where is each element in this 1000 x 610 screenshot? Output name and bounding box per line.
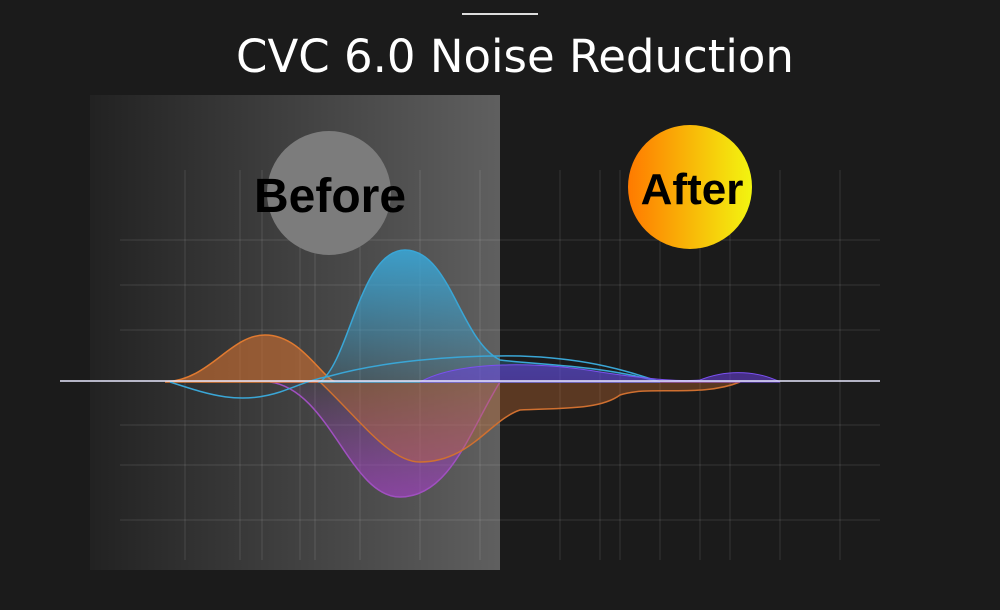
waves bbox=[164, 249, 781, 498]
title: CVC 6.0 Noise Reduction bbox=[236, 30, 794, 83]
after-badge bbox=[628, 125, 752, 249]
after-label: After bbox=[641, 165, 744, 214]
before-badge bbox=[267, 131, 391, 255]
before-label: Before bbox=[254, 170, 406, 223]
